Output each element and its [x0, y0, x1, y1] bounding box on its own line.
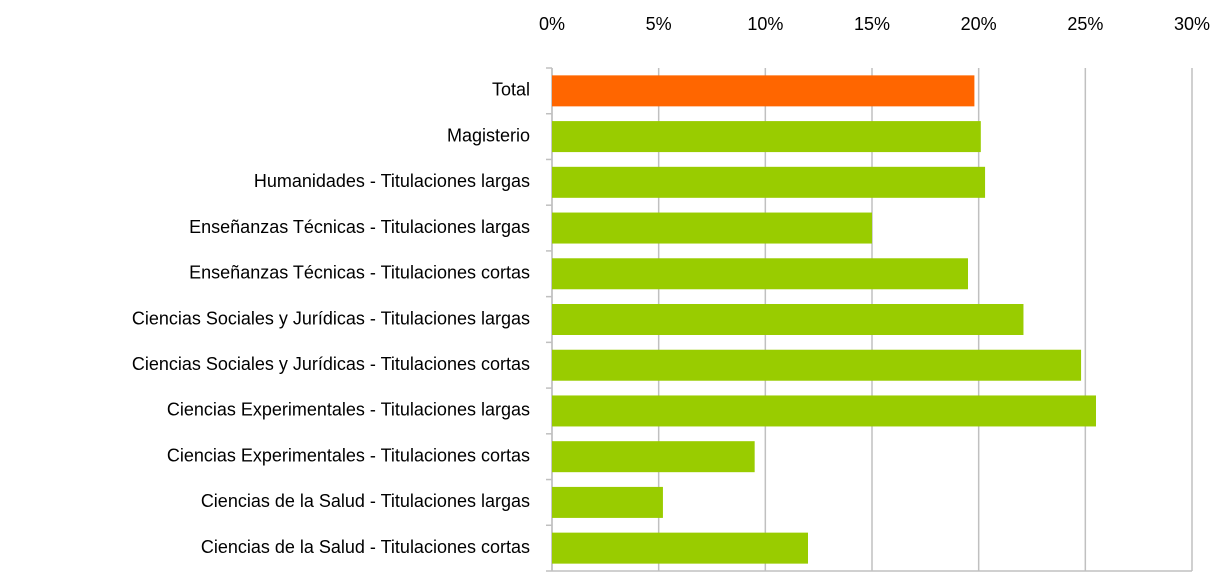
bar: [552, 395, 1096, 427]
y-tick-label: Enseñanzas Técnicas - Titulaciones corta…: [189, 263, 530, 283]
bar: [552, 441, 755, 473]
y-tick-label: Ciencias de la Salud - Titulaciones cort…: [201, 537, 530, 557]
bar: [552, 349, 1082, 381]
y-tick-label: Total: [492, 80, 530, 100]
y-tick-label: Ciencias Experimentales - Titulaciones c…: [167, 445, 530, 465]
x-tick-label: 5%: [646, 14, 672, 34]
y-tick-label: Ciencias de la Salud - Titulaciones larg…: [201, 491, 530, 511]
bar: [552, 258, 968, 290]
y-tick-label: Ciencias Sociales y Jurídicas - Titulaci…: [132, 354, 530, 374]
bar: [552, 486, 663, 518]
bar: [552, 121, 981, 153]
y-tick-label: Ciencias Experimentales - Titulaciones l…: [167, 400, 530, 420]
bar: [552, 212, 872, 244]
bar: [552, 532, 808, 564]
bar: [552, 75, 975, 107]
bar: [552, 166, 986, 198]
x-tick-label: 15%: [854, 14, 890, 34]
y-tick-label: Enseñanzas Técnicas - Titulaciones larga…: [189, 217, 530, 237]
x-tick-label: 25%: [1067, 14, 1103, 34]
x-tick-label: 20%: [961, 14, 997, 34]
x-tick-label: 10%: [747, 14, 783, 34]
y-tick-label: Magisterio: [447, 125, 530, 145]
y-tick-label: Humanidades - Titulaciones largas: [254, 171, 530, 191]
bar: [552, 304, 1024, 335]
y-tick-label: Ciencias Sociales y Jurídicas - Titulaci…: [132, 308, 530, 328]
x-tick-label: 0%: [539, 14, 565, 34]
x-tick-label: 30%: [1174, 14, 1210, 34]
